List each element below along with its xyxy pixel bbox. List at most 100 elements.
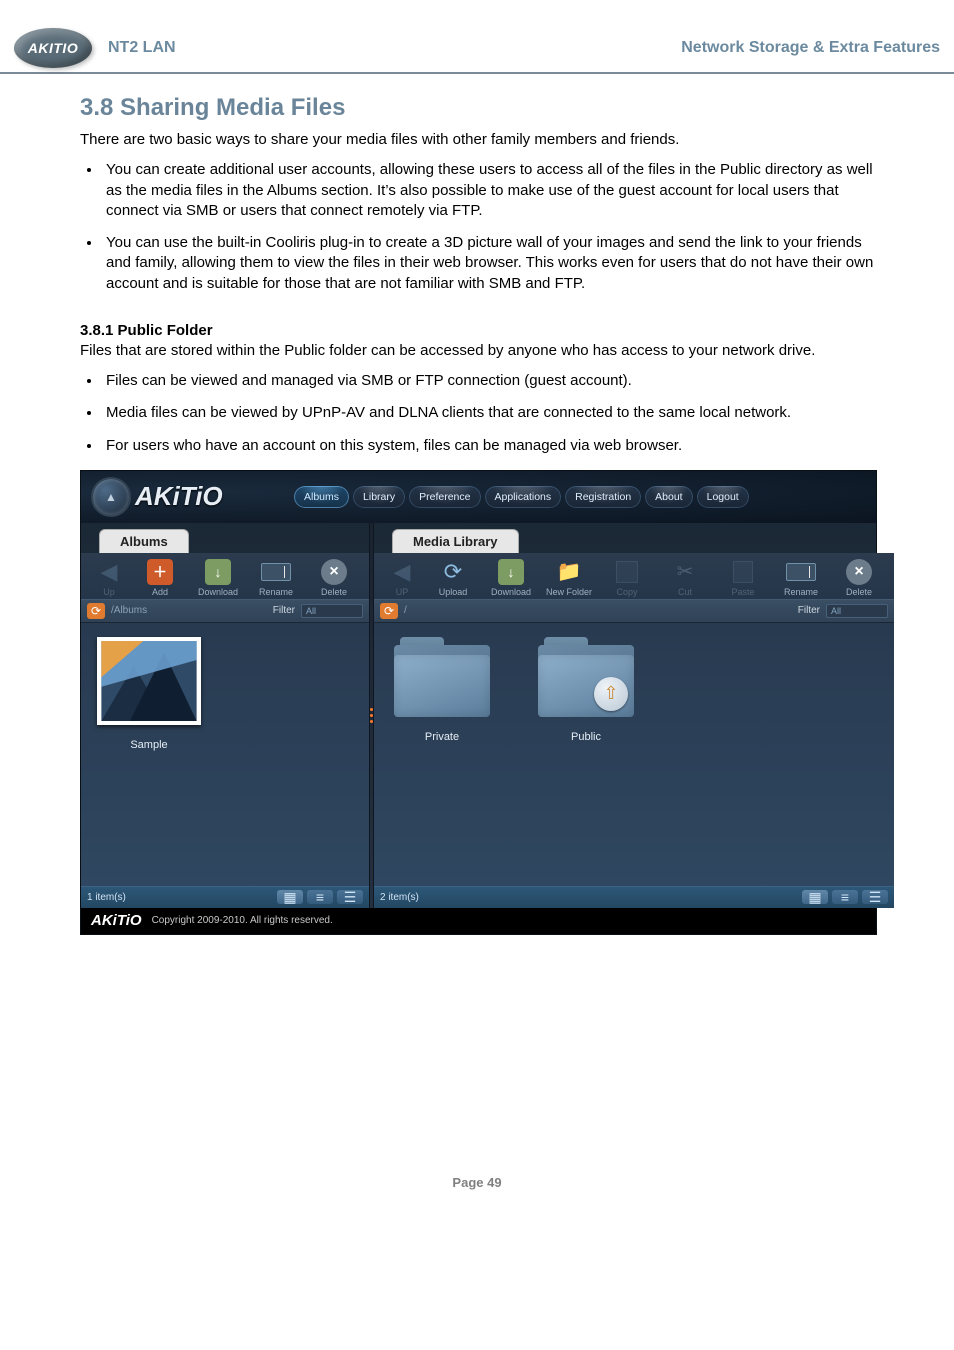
- folder-icon: ⇧: [538, 637, 634, 717]
- sample-label: Sample: [130, 739, 167, 751]
- rename-button[interactable]: Rename: [774, 559, 828, 597]
- delete-button[interactable]: × Delete: [307, 559, 361, 597]
- view-detail-button[interactable]: ☰: [862, 890, 888, 904]
- delete-icon: ×: [321, 559, 347, 585]
- intro-bullet-1: You can create additional user accounts,…: [102, 160, 874, 221]
- heading-3-8: 3.8 Sharing Media Files: [80, 94, 874, 122]
- heading-3-8-1: 3.8.1 Public Folder: [80, 322, 874, 339]
- nav-library[interactable]: Library: [353, 486, 405, 508]
- add-button[interactable]: ＋ Add: [133, 559, 187, 597]
- download-button[interactable]: ↓ Download: [191, 559, 245, 597]
- album-item-sample[interactable]: Sample: [95, 637, 203, 751]
- refresh-icon[interactable]: ⟳: [87, 603, 105, 619]
- library-path: /: [404, 605, 792, 616]
- shared-emblem-icon: ⇧: [594, 677, 628, 711]
- intro-paragraph: There are two basic ways to share your m…: [80, 130, 874, 150]
- up-button[interactable]: ◀ UP: [382, 559, 422, 597]
- arrow-left-icon: ◀: [389, 559, 415, 585]
- albums-filearea: Sample: [81, 623, 369, 886]
- brand-badge-icon: ▲: [91, 477, 131, 517]
- sub-bullet-3: For users who have an account on this sy…: [102, 436, 874, 456]
- delete-button[interactable]: × Delete: [832, 559, 886, 597]
- nav-albums[interactable]: Albums: [294, 486, 349, 508]
- delete-icon: ×: [846, 559, 872, 585]
- filter-input[interactable]: All: [826, 604, 888, 618]
- newfolder-icon: 📁: [556, 559, 582, 585]
- section-title: Network Storage & Extra Features: [681, 39, 940, 57]
- sub-bullet-1: Files can be viewed and managed via SMB …: [102, 371, 874, 391]
- copy-icon: [614, 559, 640, 585]
- rename-label: Rename: [784, 587, 818, 597]
- download-icon: ↓: [498, 559, 524, 585]
- filter-label: Filter: [798, 605, 820, 616]
- app-screenshot: ▲ AKiTiO AlbumsLibraryPreferenceApplicat…: [80, 470, 877, 935]
- view-icons-button[interactable]: ▦: [277, 890, 303, 904]
- newfolder-label: New Folder: [546, 587, 592, 597]
- refresh-icon: ⟳: [440, 559, 466, 585]
- filter-input[interactable]: All: [301, 604, 363, 618]
- document-body: 3.8 Sharing Media Files There are two ba…: [0, 74, 954, 975]
- library-statusbar: 2 item(s) ▦ ≡ ☰: [374, 886, 894, 908]
- nav-registration[interactable]: Registration: [565, 486, 641, 508]
- delete-label: Delete: [846, 587, 872, 597]
- sub-intro: Files that are stored within the Public …: [80, 341, 874, 361]
- library-toolbar: ◀ UP ⟳ Upload ↓Download 📁 New Folder Copy✂CutPa…: [374, 553, 894, 599]
- page-number: Page 49: [0, 975, 954, 1230]
- folder-public[interactable]: ⇧ Public: [532, 637, 640, 743]
- app-brand: ▲ AKiTiO: [81, 477, 286, 517]
- sub-bullet-2: Media files can be viewed by UPnP-AV and…: [102, 403, 874, 423]
- up-label: UP: [396, 587, 409, 597]
- sub-bullets: Files can be viewed and managed via SMB …: [80, 371, 874, 456]
- app-topbar: ▲ AKiTiO AlbumsLibraryPreferenceApplicat…: [81, 471, 876, 523]
- nav-logout[interactable]: Logout: [697, 486, 749, 508]
- document-header: AKITIO NT2 LAN Network Storage & Extra F…: [0, 28, 954, 74]
- view-list-button[interactable]: ≡: [307, 890, 333, 904]
- brand-logo-text: AKITIO: [28, 40, 78, 56]
- copy-button[interactable]: Copy: [600, 559, 654, 597]
- add-label: Add: [152, 587, 168, 597]
- nav-preference[interactable]: Preference: [409, 486, 480, 508]
- add-icon: ＋: [147, 559, 173, 585]
- app-footer: AKiTiO Copyright 2009-2010. All rights r…: [81, 908, 876, 934]
- upload-label: Upload: [439, 587, 468, 597]
- app-body: Albums ◀Up＋Add↓DownloadRename×Delete ⟳ /…: [81, 523, 876, 908]
- paste-button[interactable]: Paste: [716, 559, 770, 597]
- rename-label: Rename: [259, 587, 293, 597]
- upload-button[interactable]: ⟳ Upload: [426, 559, 480, 597]
- newfolder-button[interactable]: 📁 New Folder: [542, 559, 596, 597]
- paste-icon: [730, 559, 756, 585]
- rename-icon: [786, 563, 816, 581]
- rename-button[interactable]: Rename: [249, 559, 303, 597]
- folder-icon: [394, 637, 490, 717]
- folder-private[interactable]: Private: [388, 637, 496, 743]
- cut-label: Cut: [678, 587, 692, 597]
- rename-icon: [261, 563, 291, 581]
- download-label: Download: [198, 587, 238, 597]
- view-list-button[interactable]: ≡: [832, 890, 858, 904]
- albums-tab[interactable]: Albums: [99, 529, 189, 553]
- up-button[interactable]: ◀Up: [89, 559, 129, 597]
- public-label: Public: [571, 731, 601, 743]
- nav-about[interactable]: About: [645, 486, 692, 508]
- library-pathbar: ⟳ / Filter All: [374, 599, 894, 623]
- albums-panel: Albums ◀Up ＋ Add ↓ Download Rename × Delete ⟳ /…: [81, 523, 369, 908]
- refresh-icon[interactable]: ⟳: [380, 603, 398, 619]
- product-name: NT2 LAN: [108, 39, 176, 57]
- private-label: Private: [425, 731, 459, 743]
- albums-pathbar: ⟳ /Albums Filter All: [81, 599, 369, 623]
- app-nav: AlbumsLibraryPreferenceApplicationsRegis…: [286, 486, 749, 508]
- download-button[interactable]: ↓Download: [484, 559, 538, 597]
- library-count: 2 item(s): [380, 892, 419, 903]
- arrow-left-icon: ◀: [96, 559, 122, 585]
- view-detail-button[interactable]: ☰: [337, 890, 363, 904]
- delete-label: Delete: [321, 587, 347, 597]
- albums-count: 1 item(s): [87, 892, 126, 903]
- nav-applications[interactable]: Applications: [485, 486, 562, 508]
- cut-button[interactable]: ✂Cut: [658, 559, 712, 597]
- footer-brand: AKiTiO: [91, 912, 142, 929]
- view-icons-button[interactable]: ▦: [802, 890, 828, 904]
- albums-path: /Albums: [111, 605, 267, 616]
- library-tab[interactable]: Media Library: [392, 529, 519, 553]
- download-icon: ↓: [205, 559, 231, 585]
- footer-copyright: Copyright 2009-2010. All rights reserved…: [152, 915, 333, 926]
